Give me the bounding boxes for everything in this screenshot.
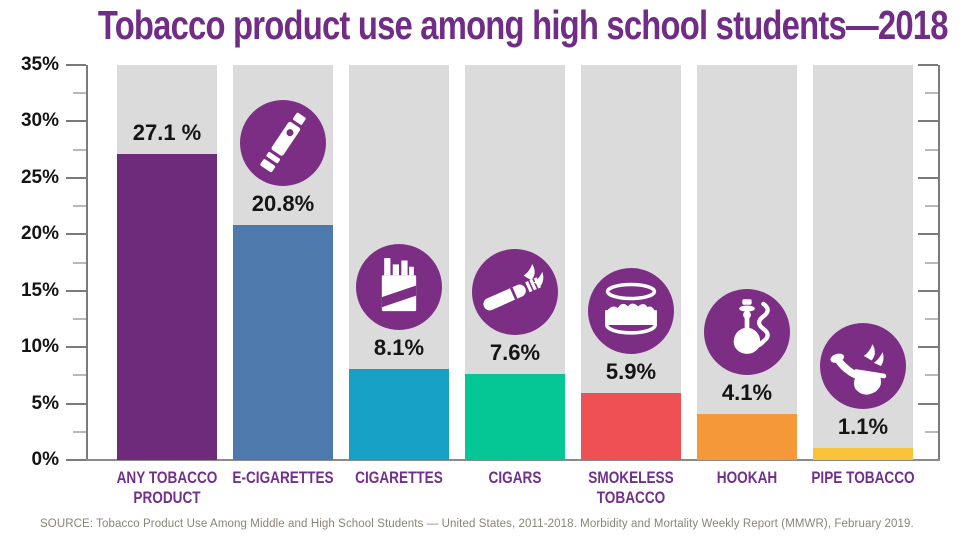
y-axis-minor-tick: [925, 92, 938, 95]
y-axis-minor-tick: [925, 317, 938, 320]
bar-fill: [465, 374, 565, 460]
y-axis-major-tick: [66, 64, 86, 66]
y-tick-label: 0%: [31, 449, 59, 470]
y-axis-minor-tick: [925, 430, 938, 433]
y-tick-label: 10%: [20, 336, 59, 358]
y-axis-major-tick: [66, 120, 86, 123]
icon-circle: [704, 288, 790, 375]
cigarette-pack-icon: [381, 257, 417, 311]
chart-title: Tobacco product use among high school st…: [97, 2, 949, 48]
icon-circle: [356, 243, 442, 330]
bar-column: 5.9% SMOKELESS TOBACCO: [581, 65, 681, 507]
bar-fill: [697, 413, 797, 460]
category-label: SMOKELESS TOBACCO: [588, 468, 674, 508]
value-label: 20.8%: [251, 191, 315, 217]
value-label: 27.1 %: [132, 120, 202, 146]
y-axis-minor-tick: [925, 205, 938, 208]
hookah-icon: [733, 298, 770, 354]
bar-fill: [233, 225, 333, 460]
y-axis-major-tick: [918, 289, 938, 292]
plot-area: 35% 30% 25% 20% 15% 10% 5% 0% 27.1 % ANY TOBACC…: [21, 54, 940, 507]
y-axis-major-tick: [918, 120, 938, 123]
y-axis-major-tick: [918, 176, 938, 179]
bar-fill: [813, 447, 913, 460]
bar-fill: [349, 368, 449, 460]
y-axis-major-tick: [918, 233, 938, 236]
bar-fill: [117, 154, 217, 460]
value-label: 8.1%: [373, 334, 425, 360]
y-axis-major-tick: [66, 346, 86, 349]
e-cigarette-icon: [260, 113, 306, 173]
y-tick-label: 30%: [20, 110, 59, 132]
y-tick-label: 35%: [20, 54, 59, 75]
y-tick-label: 15%: [20, 279, 59, 301]
value-label: 5.9%: [605, 359, 657, 385]
source-note: SOURCE: Tobacco Product Use Among Middle…: [40, 518, 914, 530]
bar-column: 1.1% PIPE TOBACCO: [811, 65, 915, 487]
category-label: ANY TOBACCO PRODUCT: [116, 468, 218, 508]
value-label: 4.1%: [721, 379, 773, 405]
smokeless-tobacco-tin-icon: [605, 283, 657, 335]
bar-column: 4.1% HOOKAH: [697, 65, 797, 487]
y-axis-minor-tick: [925, 261, 938, 264]
y-tick-label: 20%: [20, 223, 59, 245]
y-tick-label: 25%: [20, 166, 59, 188]
y-axis-minor-tick: [925, 148, 938, 151]
y-axis-major-tick: [66, 402, 86, 405]
category-label: HOOKAH: [716, 468, 778, 487]
bar-column: 8.1% CIGARETTES: [349, 65, 449, 487]
bar-column: 20.8% E-CIGARETTES: [232, 65, 334, 487]
y-axis-minor-tick: [73, 261, 86, 264]
bar-fill: [581, 393, 681, 460]
y-axis-minor-tick: [73, 317, 86, 320]
icon-circle: [820, 322, 906, 409]
icon-circle: [588, 268, 674, 355]
y-tick-label: 5%: [31, 392, 59, 414]
y-axis-minor-tick: [73, 430, 86, 433]
value-label: 1.1%: [837, 413, 889, 439]
category-label: E-CIGARETTES: [232, 468, 334, 487]
y-axis-major-tick: [66, 289, 86, 292]
category-label: CIGARETTES: [355, 468, 443, 487]
y-axis-major-tick: [918, 64, 938, 66]
y-axis-left: 35% 30% 25% 20% 15% 10% 5% 0%: [21, 54, 88, 470]
y-axis-minor-tick: [73, 148, 86, 151]
pipe-icon: [830, 343, 887, 395]
y-axis-major-tick: [66, 176, 86, 179]
bar-column: 7.6% CIGARS: [465, 65, 565, 487]
cigar-icon: [483, 264, 544, 311]
category-label: PIPE TOBACCO: [811, 468, 915, 487]
y-axis-minor-tick: [925, 374, 938, 377]
y-axis-major-tick: [66, 459, 86, 461]
bar-column: 27.1 % ANY TOBACCO PRODUCT: [117, 65, 217, 507]
y-axis-right: [918, 64, 940, 461]
x-axis-baseline: [86, 459, 940, 461]
category-label: CIGARS: [488, 468, 542, 487]
y-axis-major-tick: [918, 346, 938, 349]
y-axis-minor-tick: [73, 374, 86, 377]
y-axis-minor-tick: [73, 205, 86, 208]
value-label: 7.6%: [489, 340, 541, 366]
icon-circle: [472, 249, 558, 336]
icon-circle: [240, 100, 326, 187]
y-axis-major-tick: [66, 233, 86, 236]
y-axis-major-tick: [918, 402, 938, 405]
y-axis-minor-tick: [73, 92, 86, 95]
